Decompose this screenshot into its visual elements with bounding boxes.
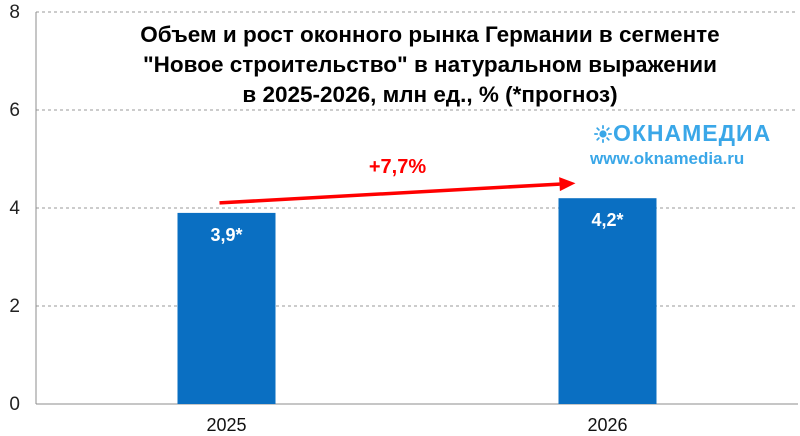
bar bbox=[177, 212, 276, 404]
x-tick-label: 2026 bbox=[587, 415, 627, 435]
y-tick-label: 2 bbox=[9, 296, 20, 317]
bar bbox=[558, 198, 657, 404]
bar-data-label: 4,2* bbox=[591, 210, 623, 230]
growth-arrow: +7,7% bbox=[219, 156, 576, 205]
y-tick-label: 4 bbox=[9, 198, 20, 219]
growth-label: +7,7% bbox=[369, 156, 426, 178]
logo: ОКНАМЕДИА www.oknamedia.ru bbox=[590, 120, 790, 170]
logo-name: ОКНАМЕДИА bbox=[590, 120, 790, 146]
chart-title: Объем и рост оконного рынка Германии в с… bbox=[90, 20, 770, 110]
chart-title-line: Объем и рост оконного рынка Германии в с… bbox=[140, 22, 720, 47]
bar-data-label: 3,9* bbox=[210, 225, 242, 245]
x-tick-label: 2025 bbox=[206, 415, 246, 435]
gridlines bbox=[36, 11, 798, 307]
axes: 0 2 4 6 8 bbox=[9, 2, 798, 415]
labels: 3,9* 2025 4,2* 2026 bbox=[206, 210, 627, 435]
sun-icon bbox=[594, 125, 612, 143]
y-tick-label: 8 bbox=[9, 2, 20, 23]
logo-name-text: ОКНАМЕДИА bbox=[613, 120, 772, 146]
logo-url: www.oknamedia.ru bbox=[590, 149, 745, 168]
arrow-head bbox=[559, 177, 576, 192]
chart-title-line: "Новое строительство" в натуральном выра… bbox=[143, 52, 717, 77]
chart-title-line: в 2025-2026, млн ед., % (*прогноз) bbox=[242, 82, 618, 107]
y-tick-label: 6 bbox=[9, 100, 20, 121]
arrow-shaft bbox=[219, 182, 560, 205]
y-tick-label: 0 bbox=[9, 394, 20, 415]
bars bbox=[177, 198, 657, 404]
